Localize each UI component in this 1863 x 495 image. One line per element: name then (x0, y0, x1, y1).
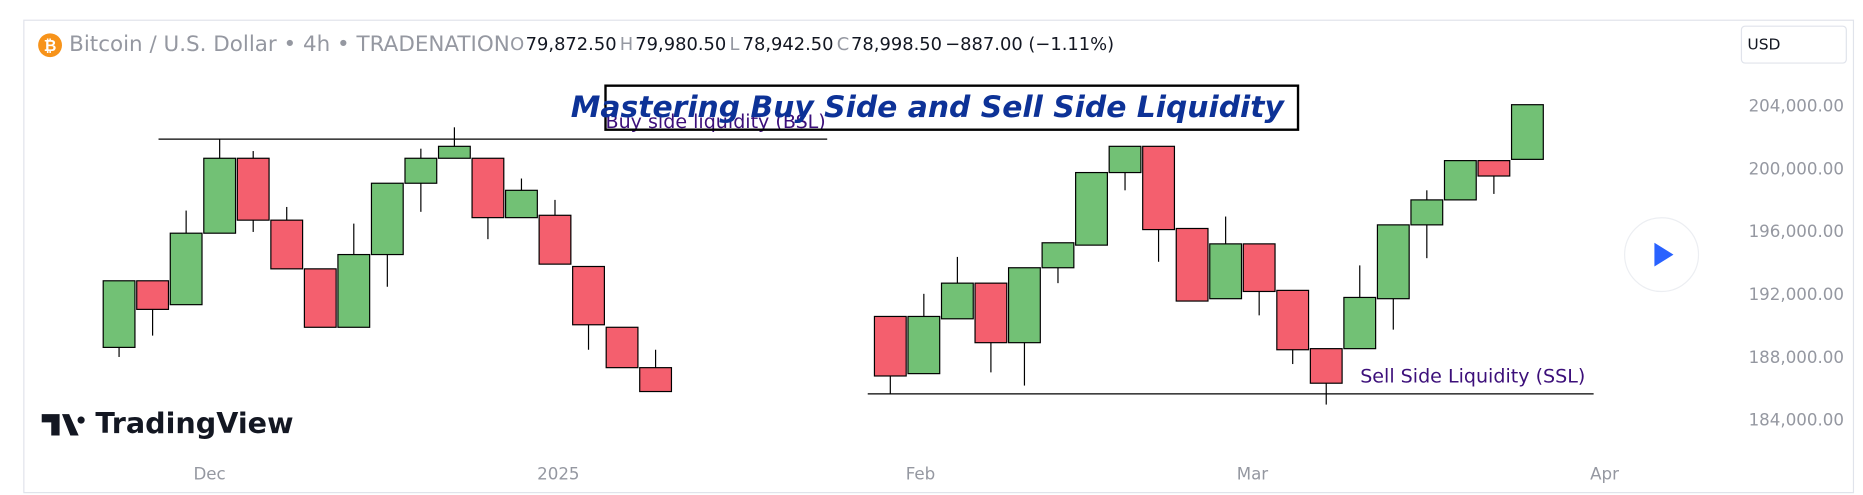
candle-body (1309, 348, 1343, 384)
y-tick-label: 196,000.00 (1749, 222, 1844, 241)
chart-title: Mastering Buy Side and Sell Side Liquidi… (571, 90, 1286, 125)
candle-body (1410, 199, 1444, 226)
candle-body (270, 219, 304, 270)
candle-body (1007, 267, 1041, 344)
candle-body (102, 280, 136, 348)
h-label: H (620, 34, 633, 55)
candle-body (639, 367, 673, 393)
candle-body (1209, 243, 1243, 300)
candle-body (1443, 160, 1477, 201)
y-tick-label: 192,000.00 (1749, 285, 1844, 304)
candle-body (1510, 104, 1544, 160)
y-tick-label: 188,000.00 (1749, 348, 1844, 367)
candle-body (538, 214, 572, 265)
x-tick-label: 2025 (537, 464, 579, 483)
btc-glyph: ₿ (44, 37, 57, 55)
logo-text: TradingView (95, 406, 293, 440)
candle-body (169, 232, 203, 306)
candle-body (1276, 289, 1310, 351)
logo: TradingView (41, 406, 294, 440)
liquidity-label: Buy side liquidity (BSL) (606, 111, 826, 133)
candle-body (1175, 227, 1209, 302)
y-tick-label: 184,000.00 (1749, 411, 1844, 430)
candle-body (370, 182, 404, 256)
candle-body (1075, 171, 1108, 246)
change: −887.00 (−1.11%) (945, 34, 1114, 55)
candle-body (504, 189, 538, 219)
currency[interactable]: USD (1747, 36, 1780, 54)
x-tick-label: Feb (906, 464, 936, 483)
candle-body (873, 315, 907, 377)
candle-body (1041, 242, 1075, 269)
x-tick-label: Dec (193, 464, 225, 483)
candle-body (404, 157, 438, 184)
o-label: O (510, 34, 524, 55)
close-value: 78,998.50 (851, 34, 942, 55)
candle-body (236, 157, 270, 221)
play-icon[interactable] (1654, 242, 1674, 267)
low-value: 78,942.50 (743, 34, 834, 55)
y-tick-label: 200,000.00 (1749, 159, 1844, 178)
candle-body (1142, 145, 1176, 231)
candle-body (907, 315, 941, 375)
logo-mark (41, 414, 85, 436)
candle-body (1242, 243, 1276, 293)
x-tick-label: Apr (1590, 464, 1619, 483)
candle-body (572, 265, 605, 326)
candle-body (471, 157, 505, 219)
symbol: Bitcoin / U.S. Dollar • 4h • TRADENATION (69, 32, 510, 57)
x-tick-label: Mar (1237, 464, 1269, 483)
y-tick-label: 204,000.00 (1749, 97, 1844, 116)
high-value: 79,980.50 (635, 34, 726, 55)
liquidity-label: Sell Side Liquidity (SSL) (1360, 366, 1585, 388)
candle-body (605, 326, 639, 369)
candle-body (136, 280, 170, 310)
candle-body (940, 282, 974, 320)
candle-body (1343, 296, 1377, 350)
candle-body (303, 268, 337, 328)
open-value: 79,872.50 (526, 34, 617, 55)
candle-body (1108, 145, 1142, 174)
btc-icon (38, 33, 62, 58)
candle-body (974, 282, 1008, 344)
candle-body (1376, 224, 1410, 300)
title-box (604, 84, 1300, 131)
l-label: L (729, 34, 739, 55)
play-button[interactable] (1624, 217, 1700, 293)
candle-body (337, 253, 371, 328)
candle-body (437, 145, 471, 159)
chart-frame (23, 19, 1855, 494)
c-label: C (837, 34, 849, 55)
candle-body (1477, 160, 1511, 177)
currency-button[interactable] (1740, 25, 1847, 64)
candle-body (203, 157, 237, 234)
